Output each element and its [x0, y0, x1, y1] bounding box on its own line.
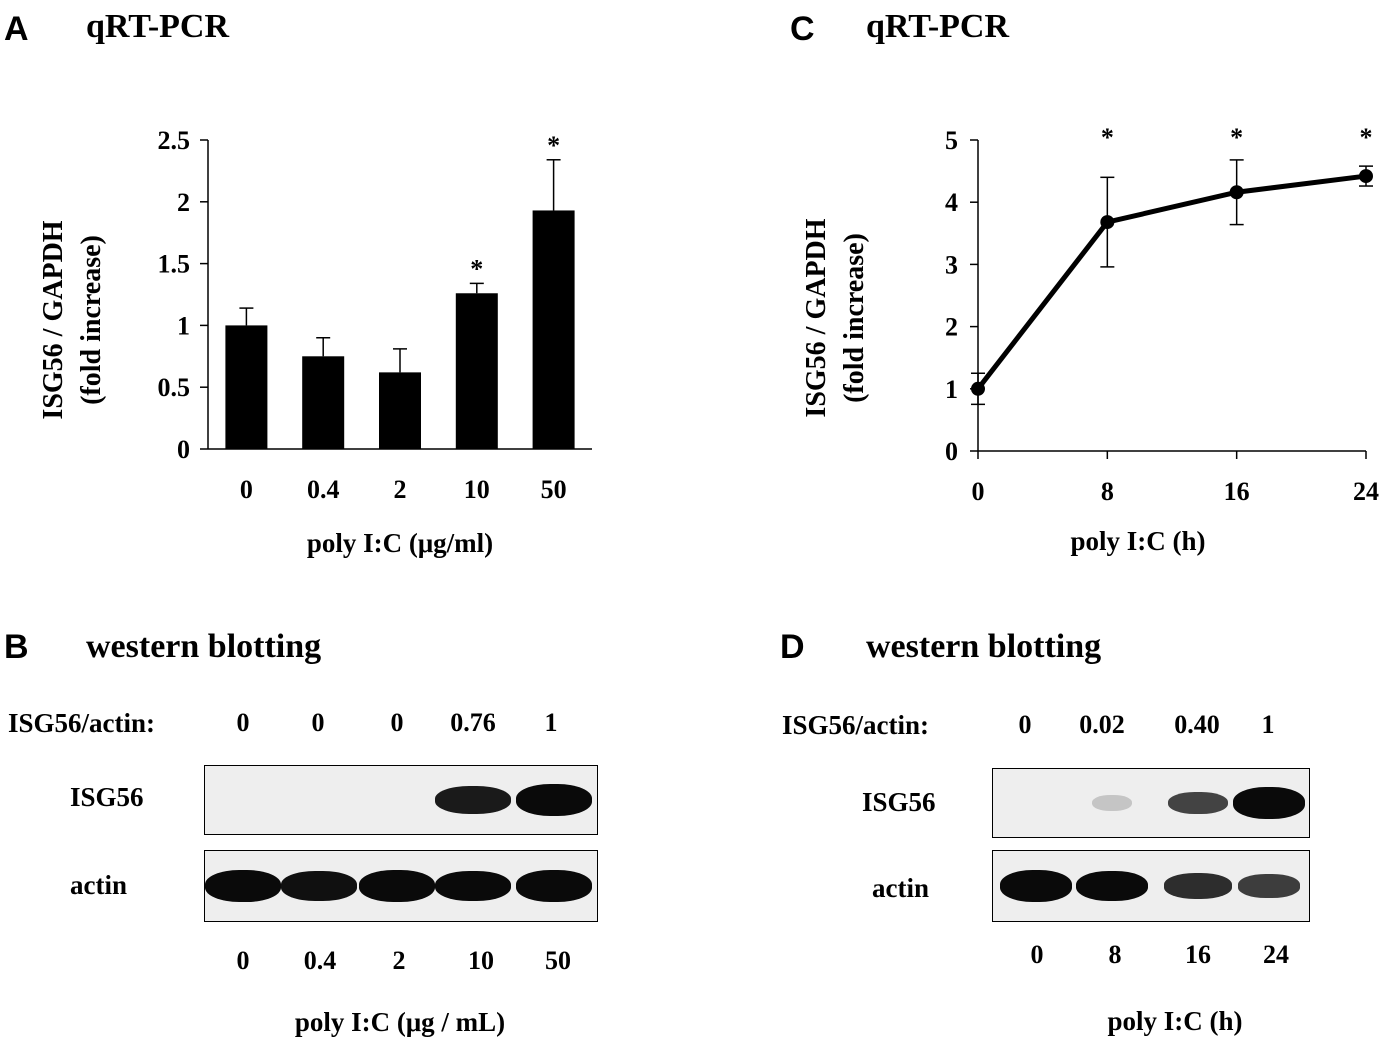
y-tick-label-a: 0 [177, 435, 190, 464]
y-axis-label2-a: (fold increase) [76, 235, 107, 405]
significance-marker-c: * [1101, 123, 1114, 152]
panel-d-lane-label: 8 [1108, 940, 1122, 969]
panel-b-actin-label: actin [70, 870, 127, 900]
bar-a [225, 325, 268, 449]
panel-b-lane-label: 0 [236, 946, 250, 975]
panel-b-lane-label: 50 [545, 946, 571, 975]
significance-marker-a: * [547, 131, 560, 160]
blot-band-actin [281, 871, 357, 901]
blot-band-actin [435, 870, 511, 902]
panel-b-title: western blotting [86, 628, 322, 665]
panel-d-ratio-label: ISG56/actin: [782, 710, 930, 740]
x-tick-label-a: 50 [541, 475, 567, 504]
y-tick-label-a: 1 [177, 311, 190, 340]
x-tick-label-c: 8 [1101, 477, 1114, 506]
panel-d-ratio: 1 [1261, 710, 1275, 739]
blot-band-actin [1163, 873, 1233, 899]
panel-d-actin-label: actin [872, 873, 929, 903]
blot-band-actin [1076, 870, 1148, 902]
blot-band-actin [359, 870, 435, 902]
blot-band-actin [516, 870, 592, 902]
y-tick-label-a: 2 [177, 188, 190, 217]
bar-a [455, 293, 498, 449]
panel-b-ratio: 0.76 [450, 708, 496, 737]
panel-a-title: qRT-PCR [86, 8, 230, 45]
blot-band-isg56 [1233, 787, 1305, 819]
y-tick-label-c: 1 [945, 375, 958, 404]
y-tick-label-c: 0 [945, 437, 958, 466]
x-axis-label-a: poly I:C (μg/ml) [307, 528, 493, 558]
significance-marker-c: * [1230, 123, 1243, 152]
panel-d-ratio: 0.02 [1079, 710, 1125, 739]
blot-b-actin [204, 850, 598, 922]
y-axis-label-a: ISG56 / GAPDH [38, 220, 69, 419]
bar-a [532, 210, 575, 449]
y-tick-label-c: 2 [945, 313, 958, 342]
panel-d-title: western blotting [866, 628, 1102, 665]
panel-d-lane-label: 0 [1030, 940, 1044, 969]
panel-d-x-label: poly I:C (h) [1107, 1006, 1243, 1036]
panel-b-isg56-label: ISG56 [70, 782, 144, 812]
panel-b-ratio: 0 [390, 708, 404, 737]
blot-d-actin [992, 850, 1310, 922]
panel-d-ratio: 0 [1018, 710, 1032, 739]
panel-b-ratio-label: ISG56/actin: [8, 708, 156, 738]
x-tick-label-a: 2 [394, 475, 407, 504]
blot-band-isg56 [1091, 794, 1133, 812]
data-point-c [1229, 185, 1244, 200]
y-tick-label-c: 5 [945, 126, 958, 155]
blot-band-actin [1000, 870, 1072, 902]
blot-band-isg56 [1168, 791, 1228, 815]
panel-d-letter: D [780, 628, 805, 666]
blot-b-isg56 [204, 765, 598, 835]
x-tick-label-c: 24 [1353, 477, 1379, 506]
x-tick-label-a: 0 [240, 475, 253, 504]
panel-d-isg56-label: ISG56 [862, 787, 936, 817]
y-tick-label-a: 0.5 [158, 373, 191, 402]
y-tick-label-c: 3 [945, 250, 958, 279]
panel-b-lane-label: 10 [468, 946, 494, 975]
panel-b-ratio: 1 [544, 708, 558, 737]
significance-marker-a: * [470, 254, 483, 283]
panel-b-x-label: poly I:C (μg / mL) [294, 1007, 506, 1037]
blot-band-actin [205, 870, 281, 902]
y-tick-label-c: 4 [945, 188, 958, 217]
panel-b-lane-label: 2 [392, 946, 406, 975]
panel-b-lane-label: 0.4 [303, 946, 337, 975]
x-tick-label-a: 10 [464, 475, 490, 504]
y-tick-label-a: 2.5 [158, 126, 191, 155]
data-point-c [971, 381, 985, 396]
panel-b-ratio: 0 [311, 708, 325, 737]
panel-d-lane-label: 24 [1263, 940, 1289, 969]
panel-d-lane-label: 16 [1185, 940, 1211, 969]
bar-a [379, 372, 421, 449]
y-axis-label-c: ISG56 / GAPDH [801, 218, 832, 417]
panel-b-ratio: 0 [236, 708, 250, 737]
bar-a [302, 356, 345, 449]
panel-d-ratio: 0.40 [1174, 710, 1220, 739]
panel-c-title: qRT-PCR [866, 8, 1010, 45]
y-axis-label2-c: (fold increase) [839, 233, 870, 403]
series-line-c [976, 173, 1367, 391]
data-point-c [1100, 215, 1115, 230]
x-tick-label-c: 16 [1224, 477, 1250, 506]
blot-band-actin [1238, 874, 1300, 898]
blot-d-isg56 [992, 768, 1310, 838]
x-axis-label-c: poly I:C (h) [1070, 526, 1205, 556]
blot-band-isg56 [435, 785, 511, 815]
panel-c-letter: C [790, 10, 815, 48]
x-tick-label-a: 0.4 [307, 475, 340, 504]
y-tick-label-a: 1.5 [158, 250, 191, 279]
panel-a-letter: A [4, 10, 29, 48]
data-point-c [1359, 169, 1373, 184]
x-tick-label-c: 0 [972, 477, 985, 506]
panel-b-letter: B [4, 628, 29, 666]
significance-marker-c: * [1360, 123, 1373, 152]
blot-band-isg56 [516, 784, 592, 816]
